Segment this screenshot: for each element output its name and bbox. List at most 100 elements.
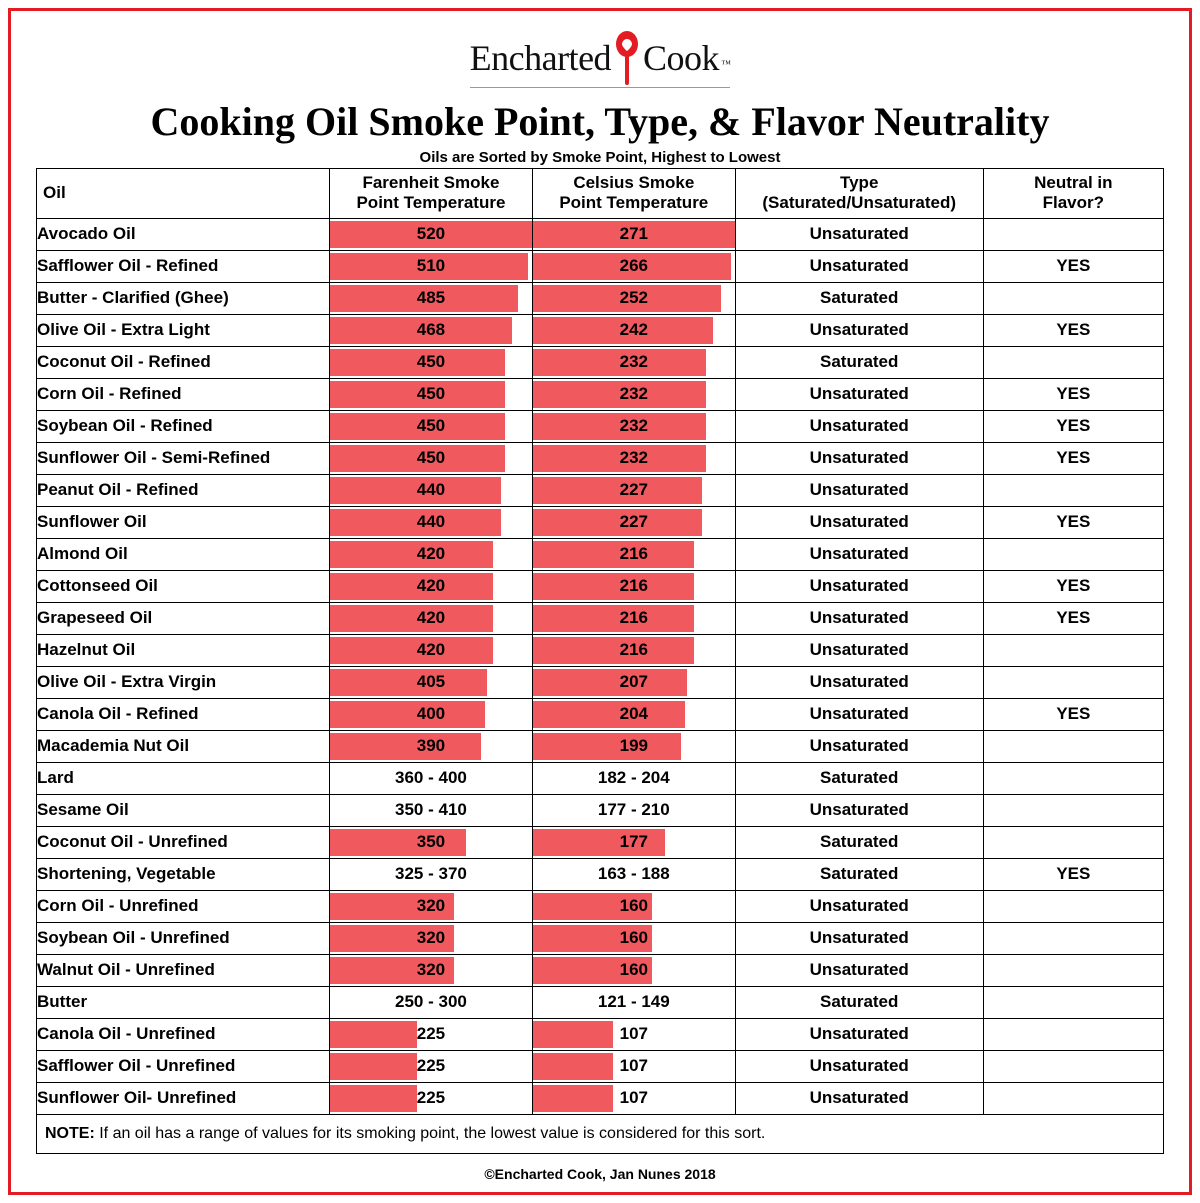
fahrenheit-cell: 420 xyxy=(330,634,533,666)
table-row: Olive Oil - Extra Light468242Unsaturated… xyxy=(37,314,1164,346)
fahrenheit-cell: 510 xyxy=(330,250,533,282)
celsius-cell: 160 xyxy=(532,922,735,954)
type-cell: Unsaturated xyxy=(735,570,983,602)
table-row: Almond Oil420216Unsaturated xyxy=(37,538,1164,570)
neutral-cell xyxy=(983,634,1163,666)
table-row: Peanut Oil - Refined440227Unsaturated xyxy=(37,474,1164,506)
oil-name: Peanut Oil - Refined xyxy=(37,474,330,506)
type-cell: Unsaturated xyxy=(735,506,983,538)
fahrenheit-cell: 225 xyxy=(330,1050,533,1082)
type-cell: Unsaturated xyxy=(735,666,983,698)
spoon-icon xyxy=(613,31,641,85)
fahrenheit-cell: 320 xyxy=(330,890,533,922)
oil-name: Almond Oil xyxy=(37,538,330,570)
neutral-cell xyxy=(983,218,1163,250)
neutral-cell: YES xyxy=(983,698,1163,730)
celsius-cell: 227 xyxy=(532,474,735,506)
neutral-cell: YES xyxy=(983,250,1163,282)
type-cell: Saturated xyxy=(735,282,983,314)
neutral-cell xyxy=(983,1082,1163,1114)
oil-name: Soybean Oil - Refined xyxy=(37,410,330,442)
oil-name: Lard xyxy=(37,762,330,794)
celsius-cell: 271 xyxy=(532,218,735,250)
neutral-cell xyxy=(983,954,1163,986)
neutral-cell xyxy=(983,826,1163,858)
celsius-cell: 232 xyxy=(532,410,735,442)
fahrenheit-cell: 320 xyxy=(330,922,533,954)
neutral-cell: YES xyxy=(983,506,1163,538)
fahrenheit-cell: 350 - 410 xyxy=(330,794,533,826)
celsius-cell: 182 - 204 xyxy=(532,762,735,794)
oil-name: Hazelnut Oil xyxy=(37,634,330,666)
celsius-cell: 232 xyxy=(532,442,735,474)
oil-name: Canola Oil - Refined xyxy=(37,698,330,730)
celsius-cell: 107 xyxy=(532,1050,735,1082)
type-cell: Unsaturated xyxy=(735,602,983,634)
type-cell: Unsaturated xyxy=(735,378,983,410)
neutral-cell: YES xyxy=(983,314,1163,346)
neutral-cell xyxy=(983,794,1163,826)
type-cell: Unsaturated xyxy=(735,442,983,474)
celsius-cell: 160 xyxy=(532,954,735,986)
table-row: Canola Oil - Refined400204UnsaturatedYES xyxy=(37,698,1164,730)
celsius-cell: 232 xyxy=(532,346,735,378)
type-cell: Unsaturated xyxy=(735,634,983,666)
oil-name: Coconut Oil - Unrefined xyxy=(37,826,330,858)
oil-name: Olive Oil - Extra Light xyxy=(37,314,330,346)
table-row: Canola Oil - Unrefined225107Unsaturated xyxy=(37,1018,1164,1050)
oil-name: Sunflower Oil- Unrefined xyxy=(37,1082,330,1114)
celsius-cell: 107 xyxy=(532,1082,735,1114)
fahrenheit-cell: 390 xyxy=(330,730,533,762)
table-header-row: OilFarenheit SmokePoint TemperatureCelsi… xyxy=(37,169,1164,219)
fahrenheit-cell: 250 - 300 xyxy=(330,986,533,1018)
table-row: Corn Oil - Unrefined320160Unsaturated xyxy=(37,890,1164,922)
type-cell: Unsaturated xyxy=(735,794,983,826)
table-row: Coconut Oil - Unrefined350177Saturated xyxy=(37,826,1164,858)
oil-name: Butter - Clarified (Ghee) xyxy=(37,282,330,314)
table-header-type: Type(Saturated/Unsaturated) xyxy=(735,169,983,219)
table-row: Soybean Oil - Unrefined320160Unsaturated xyxy=(37,922,1164,954)
neutral-cell: YES xyxy=(983,858,1163,890)
neutral-cell xyxy=(983,666,1163,698)
table-row: Sunflower Oil- Unrefined225107Unsaturate… xyxy=(37,1082,1164,1114)
neutral-cell: YES xyxy=(983,602,1163,634)
note-text: If an oil has a range of values for its … xyxy=(95,1125,766,1142)
oil-name: Safflower Oil - Unrefined xyxy=(37,1050,330,1082)
celsius-cell: 163 - 188 xyxy=(532,858,735,890)
fahrenheit-cell: 405 xyxy=(330,666,533,698)
table-header-c: Celsius SmokePoint Temperature xyxy=(532,169,735,219)
celsius-cell: 227 xyxy=(532,506,735,538)
fahrenheit-cell: 225 xyxy=(330,1018,533,1050)
page-title: Cooking Oil Smoke Point, Type, & Flavor … xyxy=(36,98,1164,145)
oil-name: Corn Oil - Unrefined xyxy=(37,890,330,922)
celsius-cell: 216 xyxy=(532,602,735,634)
type-cell: Unsaturated xyxy=(735,250,983,282)
brand-logo: Encharted Cook ™ xyxy=(36,31,1164,88)
type-cell: Saturated xyxy=(735,826,983,858)
table-header-f: Farenheit SmokePoint Temperature xyxy=(330,169,533,219)
neutral-cell xyxy=(983,922,1163,954)
neutral-cell xyxy=(983,1050,1163,1082)
fahrenheit-cell: 400 xyxy=(330,698,533,730)
fahrenheit-cell: 440 xyxy=(330,506,533,538)
type-cell: Unsaturated xyxy=(735,1050,983,1082)
table-row: Lard360 - 400182 - 204Saturated xyxy=(37,762,1164,794)
oil-name: Soybean Oil - Unrefined xyxy=(37,922,330,954)
fahrenheit-cell: 485 xyxy=(330,282,533,314)
fahrenheit-cell: 450 xyxy=(330,346,533,378)
neutral-cell xyxy=(983,1018,1163,1050)
celsius-cell: 252 xyxy=(532,282,735,314)
brand-name-left: Encharted xyxy=(470,37,611,79)
oil-name: Coconut Oil - Refined xyxy=(37,346,330,378)
table-row: Walnut Oil - Unrefined320160Unsaturated xyxy=(37,954,1164,986)
table-row: Grapeseed Oil420216UnsaturatedYES xyxy=(37,602,1164,634)
table-row: Hazelnut Oil420216Unsaturated xyxy=(37,634,1164,666)
type-cell: Unsaturated xyxy=(735,954,983,986)
type-cell: Unsaturated xyxy=(735,922,983,954)
celsius-cell: 177 xyxy=(532,826,735,858)
brand-tm: ™ xyxy=(721,59,730,70)
celsius-cell: 216 xyxy=(532,570,735,602)
fahrenheit-cell: 325 - 370 xyxy=(330,858,533,890)
neutral-cell xyxy=(983,538,1163,570)
table-header-oil: Oil xyxy=(37,169,330,219)
